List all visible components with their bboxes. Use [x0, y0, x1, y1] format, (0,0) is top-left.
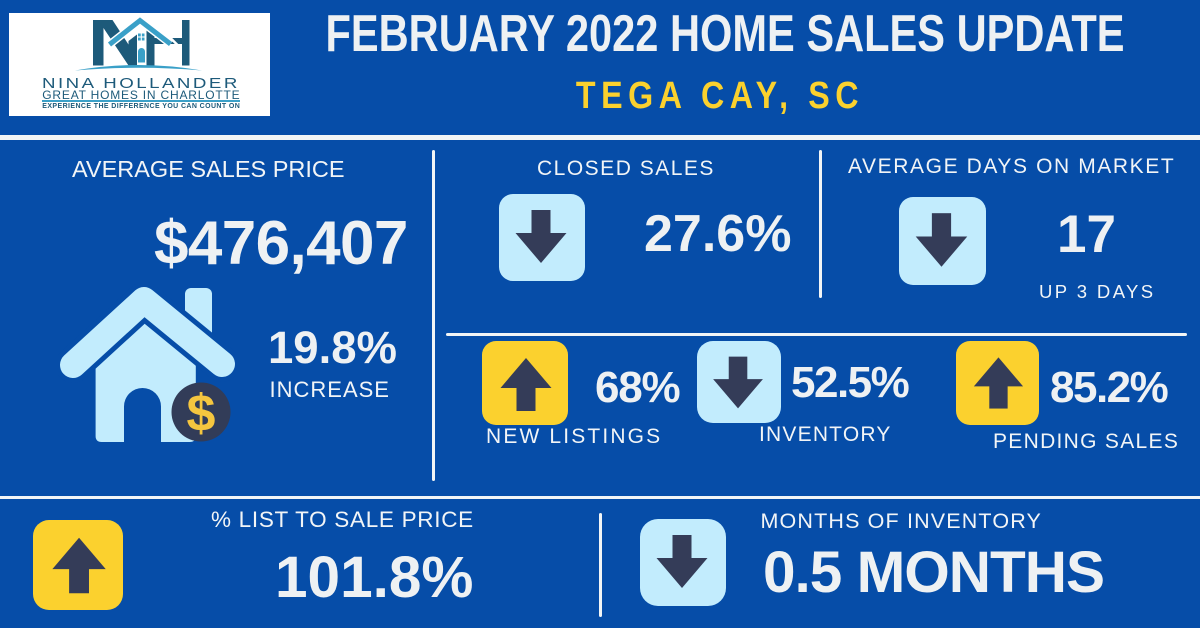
- svg-text:$: $: [187, 385, 216, 443]
